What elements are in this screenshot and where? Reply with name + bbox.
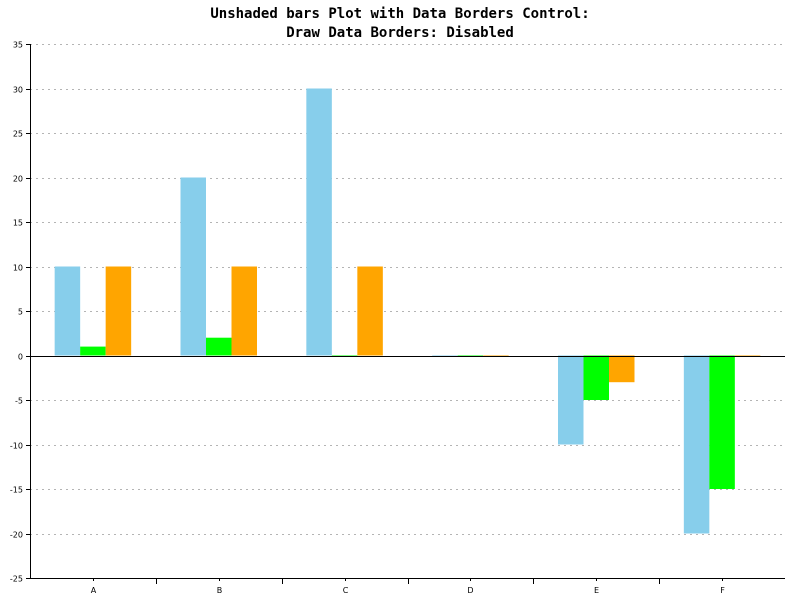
bar-a-3 (105, 266, 132, 356)
x-tick-label-c: C (343, 586, 349, 595)
x-tick-label-d: D (467, 586, 473, 595)
y-tick-label: -10 (10, 442, 23, 451)
bar-f-2 (709, 355, 735, 489)
chart-subtitle: Draw Data Borders: Disabled (286, 25, 514, 41)
bar-a-2 (80, 346, 106, 356)
x-tick-label-b: B (217, 586, 223, 595)
x-tick-label-e: E (594, 586, 599, 595)
y-tick-label: 5 (18, 308, 23, 317)
bar-c-1 (306, 88, 332, 356)
bar-e-3 (609, 355, 635, 383)
bar-b-2 (206, 337, 232, 356)
bar-f-1 (683, 355, 710, 534)
x-tick-label-a: A (91, 586, 97, 595)
y-tick-label: 10 (13, 264, 23, 273)
y-tick-label: 35 (13, 41, 23, 50)
gridlines (30, 44, 785, 579)
y-tick-label: 15 (13, 219, 23, 228)
y-tick-label: 25 (13, 130, 23, 139)
axes (30, 44, 785, 579)
chart-title: Unshaded bars Plot with Data Borders Con… (210, 6, 589, 22)
bar-a-1 (54, 266, 81, 356)
y-axis-ticks: 35 30 25 20 15 10 5 0 -5 -10 -15 -20 -25 (10, 41, 30, 584)
bars (54, 88, 761, 534)
bar-c-3 (357, 266, 383, 356)
y-tick-label: -15 (10, 486, 23, 495)
bar-e-1 (558, 355, 584, 445)
y-tick-label: -20 (10, 531, 23, 540)
x-axis-ticks: A B C D E F (91, 578, 725, 595)
y-tick-label: 30 (13, 86, 23, 95)
y-tick-label: 20 (13, 175, 23, 184)
x-tick-label-f: F (720, 586, 725, 595)
y-tick-label: -25 (10, 575, 23, 584)
bar-b-3 (231, 266, 257, 356)
bar-b-1 (180, 177, 206, 356)
bar-e-2 (583, 355, 609, 400)
y-tick-label: 0 (18, 353, 23, 362)
y-tick-label: -5 (15, 397, 23, 406)
